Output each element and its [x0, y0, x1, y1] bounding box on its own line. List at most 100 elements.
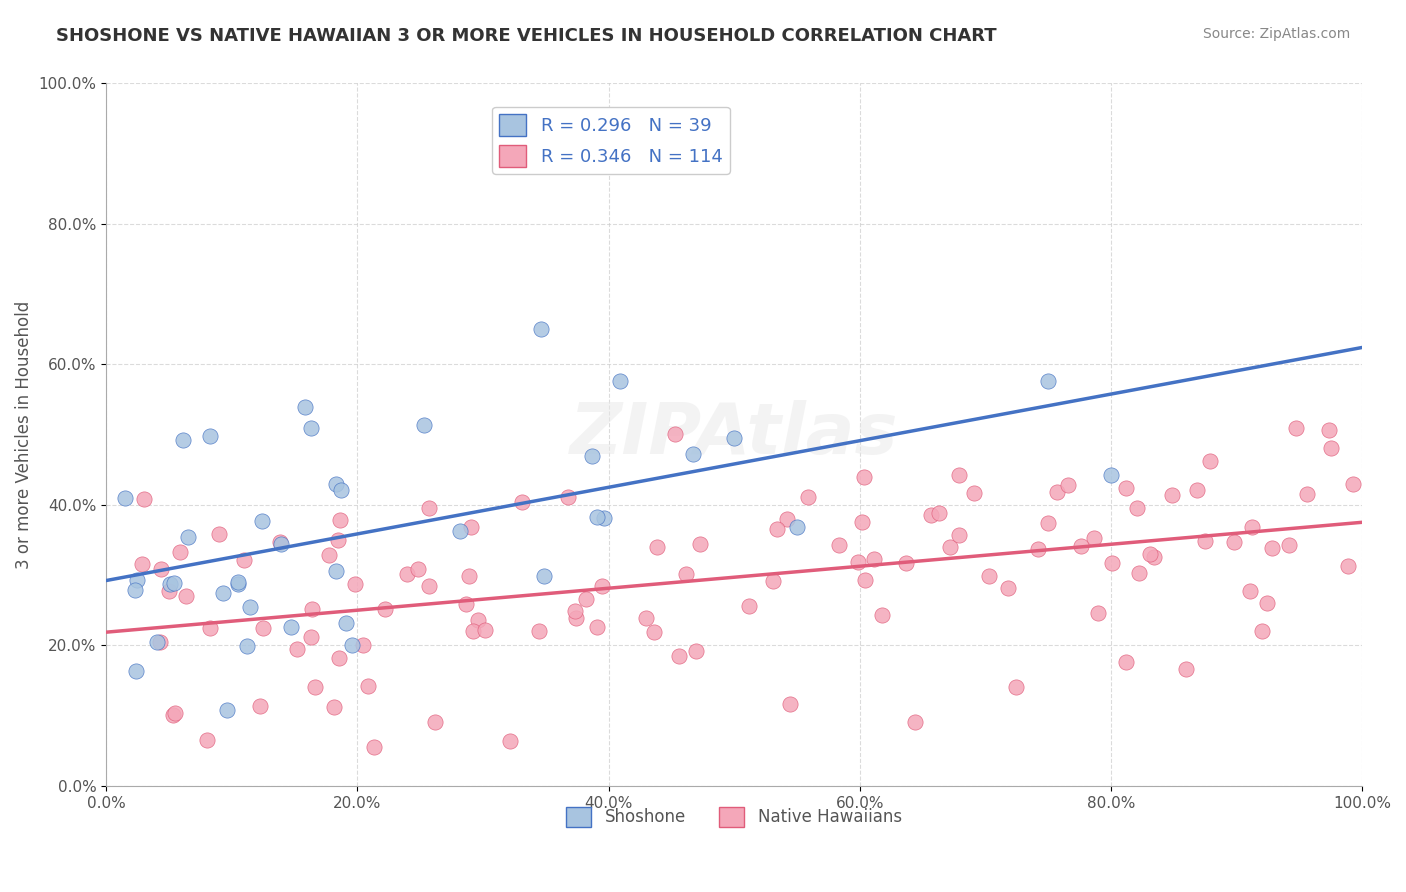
Point	[454, 598, 477, 612]
Point	[1241, 520, 1264, 534]
Point	[165, 706, 187, 720]
Point	[299, 421, 322, 435]
Point	[1099, 468, 1122, 483]
Point	[226, 575, 249, 590]
Point	[689, 537, 711, 551]
Point	[357, 679, 380, 693]
Point	[1128, 566, 1150, 580]
Point	[145, 635, 167, 649]
Point	[761, 574, 783, 588]
Point	[530, 322, 553, 336]
Point	[766, 523, 789, 537]
Point	[134, 491, 156, 506]
Point	[853, 573, 876, 587]
Point	[352, 638, 374, 652]
Point	[828, 538, 851, 552]
Point	[1057, 478, 1080, 492]
Point	[252, 621, 274, 635]
Point	[250, 514, 273, 528]
Point	[280, 620, 302, 634]
Point	[948, 528, 970, 542]
Point	[963, 486, 986, 500]
Point	[565, 611, 588, 625]
Point	[149, 562, 172, 576]
Point	[586, 619, 609, 633]
Point	[557, 490, 579, 504]
Point	[1251, 624, 1274, 639]
Point	[1239, 583, 1261, 598]
Point	[1187, 483, 1209, 497]
Point	[114, 491, 136, 505]
Point	[460, 519, 482, 533]
Point	[418, 579, 440, 593]
Point	[920, 508, 942, 522]
Point	[533, 569, 555, 583]
Point	[299, 630, 322, 644]
Point	[997, 582, 1019, 596]
Point	[343, 577, 366, 591]
Point	[634, 611, 657, 625]
Point	[239, 599, 262, 614]
Point	[1341, 477, 1364, 491]
Point	[928, 507, 950, 521]
Point	[586, 510, 609, 524]
Point	[318, 548, 340, 562]
Text: Source: ZipAtlas.com: Source: ZipAtlas.com	[1202, 27, 1350, 41]
Point	[853, 470, 876, 484]
Point	[335, 615, 357, 630]
Point	[457, 569, 479, 583]
Point	[374, 602, 396, 616]
Point	[461, 624, 484, 639]
Point	[527, 624, 550, 639]
Point	[1296, 487, 1319, 501]
Point	[779, 697, 801, 711]
Point	[797, 491, 820, 505]
Point	[125, 665, 148, 679]
Point	[285, 642, 308, 657]
Point	[510, 494, 533, 508]
Point	[682, 447, 704, 461]
Point	[172, 433, 194, 447]
Text: ZIPAtlas: ZIPAtlas	[569, 401, 898, 469]
Point	[1175, 662, 1198, 676]
Point	[1005, 680, 1028, 694]
Point	[1087, 606, 1109, 620]
Point	[499, 734, 522, 748]
Point	[163, 576, 186, 591]
Point	[564, 604, 586, 618]
Point	[162, 707, 184, 722]
Point	[328, 651, 350, 665]
Point	[1160, 488, 1182, 502]
Point	[1139, 547, 1161, 561]
Point	[236, 639, 259, 653]
Point	[776, 512, 799, 526]
Point	[212, 586, 235, 600]
Point	[328, 533, 350, 547]
Point	[418, 501, 440, 516]
Point	[664, 427, 686, 442]
Point	[1036, 375, 1059, 389]
Point	[1256, 596, 1278, 610]
Point	[228, 577, 250, 591]
Point	[1260, 541, 1282, 556]
Point	[301, 601, 323, 615]
Point	[176, 530, 198, 544]
Point	[1317, 423, 1340, 437]
Point	[904, 715, 927, 730]
Point	[609, 374, 631, 388]
Point	[474, 624, 496, 638]
Point	[668, 649, 690, 664]
Point	[1083, 531, 1105, 545]
Point	[675, 566, 697, 581]
Point	[157, 584, 180, 599]
Point	[948, 467, 970, 482]
Point	[329, 513, 352, 527]
Point	[1222, 534, 1244, 549]
Point	[1194, 533, 1216, 548]
Point	[325, 477, 347, 491]
Point	[643, 624, 665, 639]
Point	[215, 703, 238, 717]
Point	[846, 555, 869, 569]
Point	[1125, 501, 1147, 516]
Point	[406, 561, 429, 575]
